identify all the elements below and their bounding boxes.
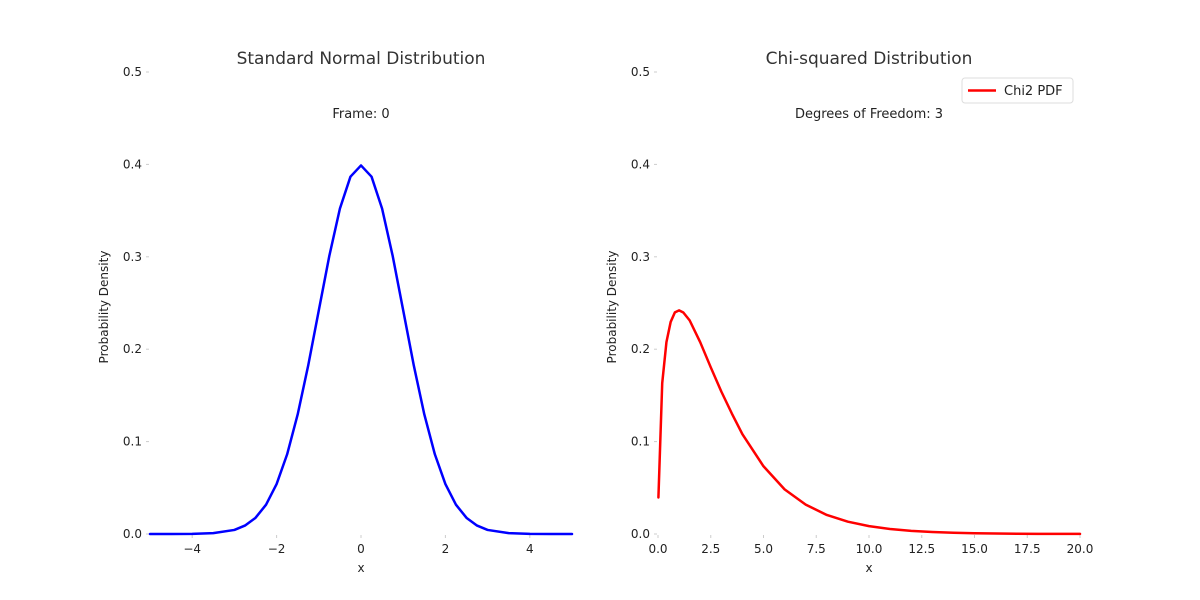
- x-tick-label: 15.0: [961, 542, 988, 556]
- x-tick-label: 4: [526, 542, 534, 556]
- legend: Chi2 PDF: [961, 77, 1074, 104]
- chart-subtitle: Frame: 0: [332, 107, 389, 122]
- y-axis-label: Probability Density: [605, 251, 619, 364]
- y-tick-label: 0.3: [123, 250, 142, 264]
- legend-label: Chi2 PDF: [1004, 84, 1063, 99]
- series-line: [657, 309, 1082, 536]
- x-tick-label: 17.5: [1014, 542, 1041, 556]
- x-tick-label: 20.0: [1067, 542, 1094, 556]
- x-tick-label: 0.0: [648, 542, 667, 556]
- y-tick-label: 0.2: [123, 342, 142, 356]
- y-tick-label: 0.3: [631, 250, 650, 264]
- chart-title: Chi-squared Distribution: [766, 49, 973, 69]
- y-tick-label: 0.1: [123, 435, 142, 449]
- y-tick-label: 0.4: [123, 157, 142, 171]
- chart-title: Standard Normal Distribution: [237, 49, 486, 69]
- y-tick-label: 0.0: [631, 527, 650, 541]
- x-tick-label: 10.0: [856, 542, 883, 556]
- y-tick-label: 0.0: [123, 527, 142, 541]
- x-tick-label: 12.5: [908, 542, 935, 556]
- x-tick-label: −2: [268, 542, 286, 556]
- legend-box: [961, 77, 1074, 104]
- chart-subtitle: Degrees of Freedom: 3: [795, 107, 943, 122]
- x-tick-label: 5.0: [754, 542, 773, 556]
- y-tick-label: 0.4: [631, 157, 650, 171]
- x-tick-label: 0: [357, 542, 365, 556]
- x-tick-label: −4: [183, 542, 201, 556]
- y-tick-label: 0.5: [123, 65, 142, 79]
- x-tick-label: 2.5: [701, 542, 720, 556]
- y-tick-label: 0.5: [631, 65, 650, 79]
- x-tick-label: 7.5: [807, 542, 826, 556]
- x-tick-label: 2: [442, 542, 450, 556]
- series-line: [148, 164, 574, 536]
- normal-distribution-chart: Standard Normal Distribution Frame: 0 x Pro…: [97, 49, 574, 575]
- x-axis-label: x: [865, 561, 872, 575]
- x-axis-label: x: [357, 561, 364, 575]
- y-tick-label: 0.2: [631, 342, 650, 356]
- chi-squared-distribution-chart: Chi-squared Distribution Degrees of Freed…: [605, 49, 1093, 575]
- y-axis-label: Probability Density: [97, 251, 111, 364]
- y-tick-label: 0.1: [631, 435, 650, 449]
